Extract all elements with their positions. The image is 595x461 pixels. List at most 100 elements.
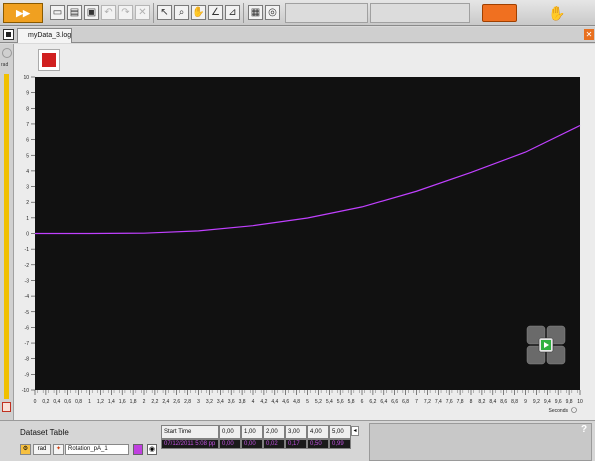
x-tick-label: 2,2 (151, 399, 158, 405)
x-tick-label: 6 (361, 399, 364, 405)
y-tick-label: -7 (25, 341, 30, 347)
table-cell[interactable]: 0,00 (241, 439, 263, 449)
series-color-swatch[interactable] (133, 444, 143, 455)
x-tick-label: 6,4 (380, 399, 387, 405)
x-axis-settings-icon (571, 407, 577, 413)
y-tick-label: -4 (25, 294, 30, 300)
y-tick-label: 7 (26, 122, 29, 128)
x-tick-label: 7,6 (446, 399, 453, 405)
y-tick-label: -10 (22, 388, 29, 394)
y-tick-label: 10 (23, 75, 29, 81)
x-tick-label: 4 (252, 399, 255, 405)
x-tick-label: 2,6 (173, 399, 180, 405)
redo-icon[interactable]: ↷ (118, 5, 133, 20)
app-logo-icon[interactable]: ▶▶ (3, 3, 43, 23)
table-header-cell[interactable]: 0,00 (219, 425, 241, 439)
notebook-icon[interactable]: ▦ (248, 5, 263, 20)
x-tick-label: 9,2 (533, 399, 540, 405)
dataset-name-field[interactable]: Rotation_pA_1 (65, 444, 129, 455)
dataset-unit[interactable]: rad (33, 444, 51, 455)
x-tick-label: 2 (143, 399, 146, 405)
x-tick-label: 9,4 (544, 399, 551, 405)
y-tick-label: 5 (26, 153, 29, 159)
axis-reset-icon[interactable] (2, 402, 11, 412)
x-tick-label: 7,2 (424, 399, 431, 405)
tab-data-log[interactable]: myData_3.log (17, 28, 72, 43)
x-tick-label: 10 (577, 399, 583, 405)
x-tick-label: 0,4 (53, 399, 60, 405)
x-tick-label: 8,6 (500, 399, 507, 405)
y-tick-label: -9 (25, 372, 30, 378)
x-axis-label: Seconds (549, 408, 569, 414)
visibility-eye-icon[interactable]: ◉ (147, 444, 157, 455)
zoom-icon[interactable]: ⌕ (174, 5, 189, 20)
tab-menu-icon[interactable] (3, 29, 14, 40)
y-tick-label: -6 (25, 325, 30, 331)
table-cell[interactable]: 0,02 (263, 439, 285, 449)
dataset-settings-icon[interactable]: ⚙ (20, 444, 31, 455)
x-tick-label: 8,2 (478, 399, 485, 405)
help-icon[interactable]: ? (581, 424, 588, 435)
y-tick-label: 0 (26, 232, 29, 238)
table-header-cell[interactable]: 4,00 (307, 425, 329, 439)
table-cell[interactable]: 0,99 (329, 439, 351, 449)
delete-icon[interactable]: ✕ (135, 5, 150, 20)
x-tick-label: 5 (306, 399, 309, 405)
x-tick-label: 1,6 (119, 399, 126, 405)
table-cell[interactable]: 0,17 (285, 439, 307, 449)
undo-icon[interactable]: ↶ (101, 5, 116, 20)
x-tick-label: 1 (88, 399, 91, 405)
x-tick-label: 5,6 (337, 399, 344, 405)
x-tick-label: 7,8 (457, 399, 464, 405)
y-tick-label: 1 (26, 216, 29, 222)
y-tick-label: 4 (26, 169, 29, 175)
x-tick-label: 0 (34, 399, 37, 405)
play-triangle (544, 342, 549, 348)
graph-settings-icon[interactable]: ⊿ (225, 5, 240, 20)
x-tick-label: 5,4 (326, 399, 333, 405)
y-axis-scroll-bar[interactable] (4, 74, 9, 399)
dataset-logo-icon[interactable] (38, 49, 60, 71)
x-tick-label: 4,6 (282, 399, 289, 405)
pointer-icon[interactable]: ↖ (157, 5, 172, 20)
camera-icon[interactable]: ◎ (265, 5, 280, 20)
x-tick-label: 8,8 (511, 399, 518, 405)
robot-hand-icon[interactable]: ✋ (548, 5, 566, 21)
save-icon[interactable]: ▣ (84, 5, 99, 20)
table-header-cell[interactable]: 5,00 (329, 425, 351, 439)
table-header-cell[interactable]: 3,00 (285, 425, 307, 439)
x-tick-label: 8,4 (489, 399, 496, 405)
y-tick-label: 6 (26, 138, 29, 144)
table-cell[interactable]: 07/12/2011 5:08 pp (161, 439, 219, 449)
new-file-icon[interactable]: ▭ (50, 5, 65, 20)
toolbar-divider (243, 3, 244, 23)
side-info-pane (369, 423, 592, 461)
table-header-cell[interactable]: 1,00 (241, 425, 263, 439)
toolbar-divider (153, 3, 154, 23)
x-tick-label: 6,2 (369, 399, 376, 405)
table-cell[interactable]: 0,00 (219, 439, 241, 449)
analysis-icon[interactable]: ∠ (208, 5, 223, 20)
y-tick-label: -3 (25, 278, 30, 284)
table-scroll-left-icon[interactable]: ◂ (351, 426, 359, 436)
x-tick-label: 6,6 (391, 399, 398, 405)
x-tick-label: 3,6 (228, 399, 235, 405)
x-tick-label: 2,4 (162, 399, 169, 405)
table-cell[interactable]: 0,50 (307, 439, 329, 449)
pan-hand-icon[interactable]: ✋ (191, 5, 206, 20)
axis-settings-icon[interactable] (2, 48, 12, 58)
close-tab-icon[interactable]: ✕ (584, 29, 594, 40)
x-tick-label: 9,8 (566, 399, 573, 405)
sensor-icon[interactable]: ✦ (53, 444, 64, 455)
x-tick-label: 8 (470, 399, 473, 405)
y-tick-label: 8 (26, 106, 29, 112)
y-tick-label: 2 (26, 200, 29, 206)
table-header-cell[interactable]: 2,00 (263, 425, 285, 439)
x-tick-label: 0,6 (64, 399, 71, 405)
x-tick-label: 7 (415, 399, 418, 405)
table-header-cell[interactable]: Start Time (161, 425, 219, 439)
x-tick-label: 9,6 (555, 399, 562, 405)
experiment-controller-icon[interactable] (482, 4, 517, 22)
open-folder-icon[interactable]: ▤ (67, 5, 82, 20)
x-tick-label: 1,4 (108, 399, 115, 405)
